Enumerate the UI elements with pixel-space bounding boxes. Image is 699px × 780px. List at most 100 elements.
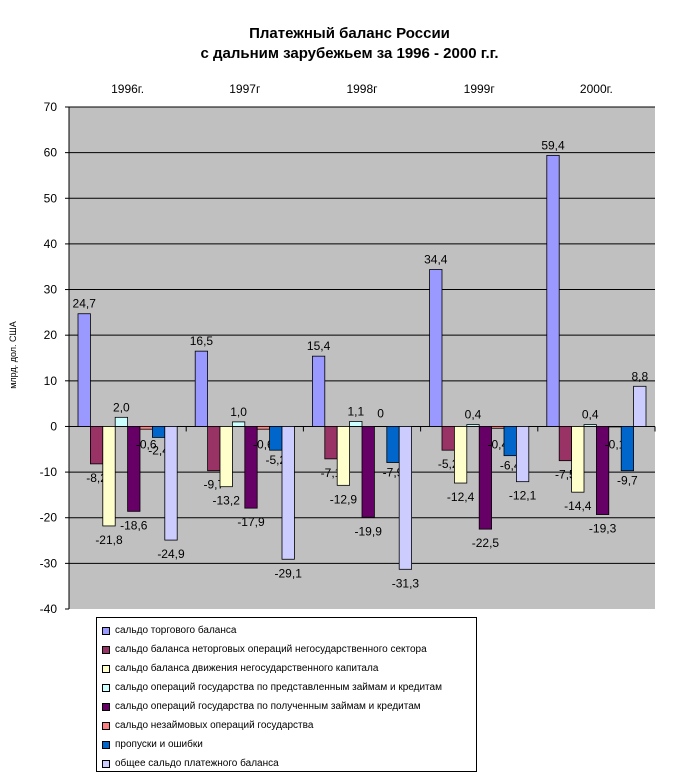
- chart-title: Платежный баланс России с дальним зарубе…: [0, 24, 699, 64]
- bar: [102, 426, 116, 527]
- data-label: 59,4: [541, 138, 565, 152]
- category-label: 2000г.: [580, 82, 613, 96]
- bar: [558, 426, 573, 462]
- legend-swatch: [102, 626, 110, 635]
- data-label: 24,7: [73, 297, 97, 311]
- data-label: -6,4: [500, 459, 521, 473]
- y-tick-label: 30: [44, 283, 58, 297]
- bar: [620, 426, 635, 472]
- bar: [349, 421, 363, 427]
- bar: [231, 421, 246, 427]
- chart-title-line1: Платежный баланс России: [249, 25, 450, 42]
- data-label: -7,1: [321, 466, 342, 480]
- legend-item: сальдо баланса неторговых операций негос…: [97, 640, 476, 659]
- y-tick-label: 40: [44, 237, 58, 251]
- bar: [453, 426, 468, 484]
- data-label: -31,3: [392, 576, 420, 590]
- data-label: 0,4: [582, 408, 599, 422]
- bar: [491, 426, 505, 429]
- legend-label: сальдо операций государства по полученны…: [115, 701, 421, 712]
- bar: [281, 426, 295, 560]
- legend-label: сальдо баланса движения негосударственно…: [115, 663, 379, 674]
- data-label: -24,9: [157, 547, 185, 561]
- category-label: 1999г: [464, 82, 496, 96]
- bar: [441, 426, 455, 451]
- data-label: 1,0: [230, 405, 247, 419]
- y-tick-label: -40: [40, 602, 58, 616]
- data-label: -0,4: [487, 437, 508, 451]
- data-label: -29,1: [275, 566, 303, 580]
- data-label: -7,5: [555, 468, 576, 482]
- y-tick-label: 10: [44, 374, 58, 388]
- y-tick-label: 0: [50, 419, 57, 433]
- bar: [244, 426, 258, 509]
- legend-item: сальдо торгового баланса: [97, 621, 476, 640]
- legend-label: сальдо баланса неторговых операций негос…: [115, 644, 427, 655]
- bar: [503, 426, 517, 457]
- bar: [164, 426, 178, 541]
- category-label: 1998г: [346, 82, 378, 96]
- data-label: -14,4: [564, 499, 592, 513]
- bar: [478, 426, 493, 530]
- legend-label: пропуски и ошибки: [115, 739, 203, 750]
- bar: [633, 385, 647, 427]
- data-label: -12,4: [447, 490, 475, 504]
- data-label: -9,7: [203, 478, 224, 492]
- data-label: -17,9: [237, 515, 265, 529]
- data-label: -5,2: [265, 453, 286, 467]
- legend-label: сальдо незаймовых операций государства: [115, 720, 314, 731]
- data-label: -19,9: [355, 524, 383, 538]
- bar: [256, 426, 271, 430]
- legend-item: общее сальдо платежного баланса: [97, 754, 476, 773]
- legend-item: сальдо операций государства по полученны…: [97, 697, 476, 716]
- bar: [361, 426, 375, 518]
- bar: [608, 426, 622, 428]
- data-label: 0,4: [465, 408, 482, 422]
- bar: [386, 426, 400, 463]
- data-label: -22,5: [472, 536, 500, 550]
- y-tick-label: 50: [44, 191, 58, 205]
- bar: [219, 426, 233, 488]
- bar: [127, 426, 141, 512]
- bar: [398, 426, 413, 570]
- data-label: 8,8: [631, 369, 648, 383]
- legend-item: сальдо незаймовых операций государства: [97, 716, 476, 735]
- data-label: 1,1: [347, 404, 364, 418]
- bar: [194, 350, 208, 427]
- data-label: -0,6: [253, 437, 274, 451]
- legend-swatch: [102, 740, 110, 749]
- y-tick-label: 60: [44, 146, 58, 160]
- bar: [583, 424, 597, 427]
- bar: [139, 426, 153, 430]
- bar: [114, 416, 128, 427]
- legend-item: пропуски и ошибки: [97, 735, 476, 754]
- data-label: -13,2: [213, 494, 241, 508]
- legend-swatch: [102, 759, 110, 768]
- y-tick-label: -20: [40, 511, 58, 525]
- legend-label: общее сальдо платежного баланса: [115, 758, 279, 769]
- bar: [324, 426, 338, 460]
- data-label: -0,1: [605, 437, 626, 451]
- data-label: -21,8: [95, 533, 123, 547]
- y-tick-label: -30: [40, 556, 58, 570]
- legend-item: сальдо операций государства по представл…: [97, 678, 476, 697]
- y-tick-label: 70: [44, 100, 58, 114]
- bar: [546, 154, 560, 427]
- legend-swatch: [102, 664, 110, 673]
- data-label: -0,6: [136, 437, 157, 451]
- legend-swatch: [102, 645, 110, 654]
- data-label: 2,0: [113, 400, 130, 414]
- bar: [429, 269, 443, 427]
- y-axis-label: млрд. дол. США: [8, 321, 18, 389]
- legend-label: сальдо операций государства по представл…: [115, 682, 442, 693]
- data-label: -5,2: [438, 457, 459, 471]
- chart-title-line2: с дальним зарубежьем за 1996 - 2000 г.г.: [200, 45, 499, 62]
- data-label: -18,6: [120, 518, 148, 532]
- bar: [269, 426, 283, 451]
- data-label: -12,9: [330, 492, 358, 506]
- data-label: -2,4: [148, 443, 169, 457]
- data-label: -9,7: [617, 474, 638, 488]
- data-label: -7,9: [383, 466, 404, 480]
- legend-item: сальдо баланса движения негосударственно…: [97, 659, 476, 678]
- legend-swatch: [102, 721, 110, 730]
